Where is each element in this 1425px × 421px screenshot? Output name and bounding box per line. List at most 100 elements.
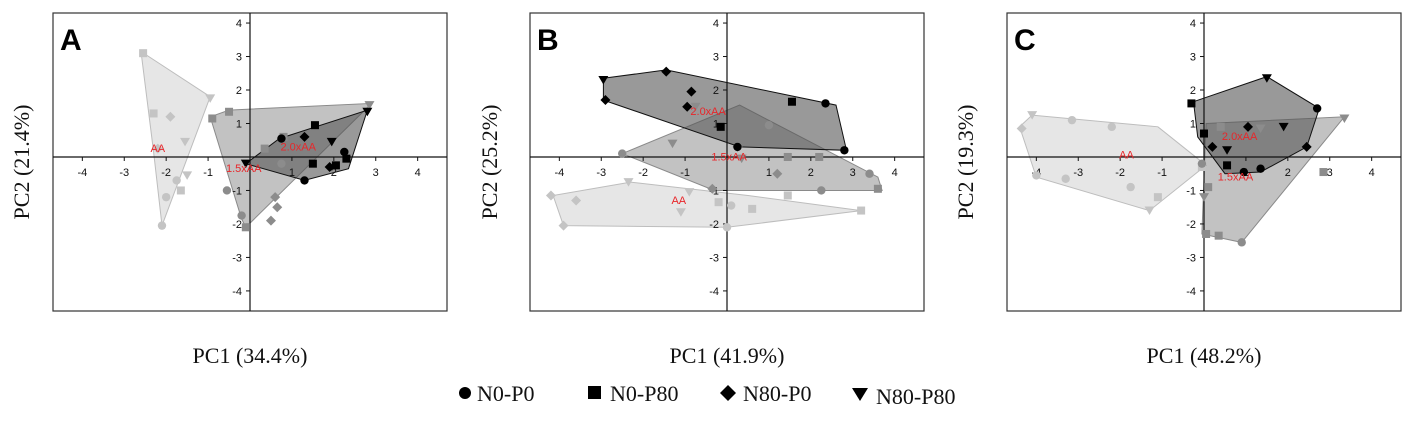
panel-a-annotation-2-0xaa: 2.0xAA bbox=[280, 141, 316, 153]
panel-a-point-aa-square bbox=[149, 109, 158, 118]
panel-a-point-1-5xaa-diamond bbox=[265, 215, 276, 226]
panel-a-point-aa-square bbox=[176, 186, 185, 195]
panel-c-ytick-label: -4 bbox=[1186, 286, 1196, 298]
panel-b-point-aa-square bbox=[714, 198, 723, 207]
panel-a-xtick-label: 4 bbox=[415, 167, 421, 179]
panel-c-xtick-label: 2 bbox=[1285, 167, 1291, 179]
panel-a-point-2-0xaa-square bbox=[308, 159, 317, 168]
panel-b-point-1-5xaa-triangle bbox=[736, 154, 747, 164]
panel-b-point-aa-triangle bbox=[675, 208, 686, 217]
panel-b-ytick-label: -3 bbox=[709, 252, 719, 264]
panel-c-point-1-5xaa-square bbox=[1204, 183, 1213, 192]
panel-c-point-2-0xaa-diamond bbox=[1243, 121, 1254, 132]
panel-a-point-1-5xaa-square bbox=[241, 223, 250, 232]
panel-b-ytick-label: -4 bbox=[709, 286, 719, 298]
panel-c-ytick-label: 2 bbox=[1190, 85, 1196, 97]
panel-a-point-1-5xaa-circle bbox=[222, 186, 232, 195]
panel-c-point-aa-square bbox=[1153, 193, 1162, 202]
legend-circle-marker bbox=[459, 387, 471, 399]
legend-label-n0-p80: N0-P80 bbox=[610, 381, 678, 406]
panel-b-point-1-5xaa-diamond bbox=[707, 183, 718, 194]
panel-a-letter: A bbox=[60, 24, 82, 57]
panel-a-ytick-label: -3 bbox=[232, 252, 242, 264]
panel-b-point-2-0xaa-circle bbox=[840, 146, 849, 155]
panel-b-point-aa-circle bbox=[722, 223, 732, 232]
panel-a-point-aa-triangle bbox=[205, 94, 216, 103]
panel-b-xtick-label: 4 bbox=[892, 167, 898, 179]
panel-c-ytick-label: 1 bbox=[1190, 118, 1196, 130]
panel-c-point-aa-circle bbox=[1032, 171, 1041, 180]
panel-b-point-2-0xaa-square bbox=[787, 97, 796, 106]
legend-item-n80-p0: N80-P0 bbox=[720, 381, 811, 406]
panel-b-ytick-label: 4 bbox=[713, 18, 719, 30]
panel-c-point-1-5xaa-triangle bbox=[1339, 114, 1350, 123]
panel-c-ytick-label: -2 bbox=[1186, 219, 1196, 231]
panel-b-point-2-0xaa-square bbox=[716, 122, 725, 131]
panel-b-point-2-0xaa-diamond bbox=[600, 95, 611, 106]
panel-a-xtick-label: -3 bbox=[119, 167, 129, 179]
panel-c-letter: C bbox=[1014, 24, 1036, 57]
panel-c-point-2-0xaa-square bbox=[1200, 129, 1208, 138]
panel-a-ytick-label: 1 bbox=[236, 118, 242, 130]
legend-item-n0-p80: N0-P80 bbox=[588, 381, 678, 406]
panel-b-point-1-5xaa-triangle bbox=[690, 102, 701, 112]
panel-a-annotation-aa: AA bbox=[150, 143, 165, 155]
panel-c-point-aa-circle bbox=[1067, 115, 1077, 125]
legend: N0-P0 N0-P80 N80-P0 N80-P80 bbox=[459, 381, 955, 409]
panel-c-point-aa-circle bbox=[1107, 122, 1116, 132]
panel-a-point-aa-diamond bbox=[165, 111, 176, 122]
panel-a-point-aa-triangle bbox=[180, 137, 191, 147]
panel-b-annotation-1-5xaa: 1.5xAA bbox=[711, 151, 747, 163]
panel-a-ytick-label: -2 bbox=[232, 219, 242, 231]
panel-a-point-2-0xaa-circle bbox=[300, 176, 309, 185]
panel-b-ytick-label: 1 bbox=[713, 118, 719, 130]
panel-c-xtick-label: -3 bbox=[1073, 167, 1083, 179]
panel-a-point-2-0xaa-square bbox=[342, 154, 351, 163]
panel-b-point-aa-square bbox=[783, 191, 792, 200]
panel-c-point-2-0xaa-circle bbox=[1256, 164, 1265, 173]
panel-a-point-1-5xaa-square bbox=[260, 144, 269, 153]
panel-a-point-2-0xaa-square bbox=[310, 121, 319, 130]
panel-a-point-aa-square bbox=[139, 49, 148, 58]
panel-b-point-2-0xaa-circle bbox=[733, 142, 742, 152]
panel-a-ylabel: PC2 (21.4%) bbox=[9, 105, 34, 220]
panel-b-point-aa-diamond bbox=[545, 190, 556, 201]
panel-b-point-1-5xaa-circle bbox=[865, 169, 874, 178]
legend-item-n80-p80: N80-P80 bbox=[852, 384, 955, 409]
legend-label-n80-p0: N80-P0 bbox=[743, 381, 811, 406]
panel-a-xtick-label: 1 bbox=[289, 167, 295, 179]
panel-c-point-aa-circle bbox=[1126, 182, 1135, 192]
panel-b-ytick-label: 2 bbox=[713, 85, 719, 97]
panel-b-point-aa-triangle bbox=[684, 188, 695, 197]
panel-c-point-aa-triangle bbox=[1144, 206, 1155, 216]
panel-b-point-1-5xaa-diamond bbox=[772, 168, 783, 179]
legend-label-n80-p80: N80-P80 bbox=[876, 384, 955, 409]
panel-b-point-1-5xaa-circle bbox=[764, 120, 774, 130]
panel-c-point-aa-circle bbox=[1061, 174, 1070, 183]
panel-a-xlabel: PC1 (34.4%) bbox=[193, 343, 308, 368]
panel-a-hull-aa bbox=[140, 50, 211, 226]
panel-a-ytick-label: 3 bbox=[236, 52, 242, 64]
panel-c-point-1-5xaa-triangle bbox=[1255, 124, 1266, 134]
panel-b-point-1-5xaa-triangle bbox=[667, 139, 678, 149]
panel-a-point-1-5xaa-triangle bbox=[364, 101, 375, 110]
panel-c-point-aa-triangle bbox=[1027, 111, 1038, 120]
panel-c-point-1-5xaa-circle bbox=[1197, 159, 1207, 168]
panel-b-xtick-label: 1 bbox=[766, 167, 772, 179]
panel-a-xtick-label: -1 bbox=[203, 167, 213, 179]
panel-a-point-1-5xaa-diamond bbox=[270, 192, 281, 203]
panel-a-point-2-0xaa-triangle bbox=[362, 107, 373, 117]
panel-a-point-1-5xaa-diamond bbox=[272, 202, 283, 213]
panel-a-point-2-0xaa-triangle bbox=[326, 137, 337, 147]
panel-c-point-1-5xaa-circle bbox=[1237, 238, 1246, 247]
panel-a-xtick-label: 2 bbox=[331, 167, 337, 179]
panel-b-point-aa-square bbox=[857, 206, 866, 215]
legend-triangle-marker bbox=[852, 388, 868, 401]
panel-b-ytick-label: -2 bbox=[709, 219, 719, 231]
panel-c-point-aa-diamond bbox=[1016, 123, 1027, 134]
panel-c-annotation-aa: AA bbox=[1119, 150, 1134, 162]
panel-a-xtick-label: -2 bbox=[161, 167, 171, 179]
panel-a-point-aa-circle bbox=[172, 176, 181, 185]
